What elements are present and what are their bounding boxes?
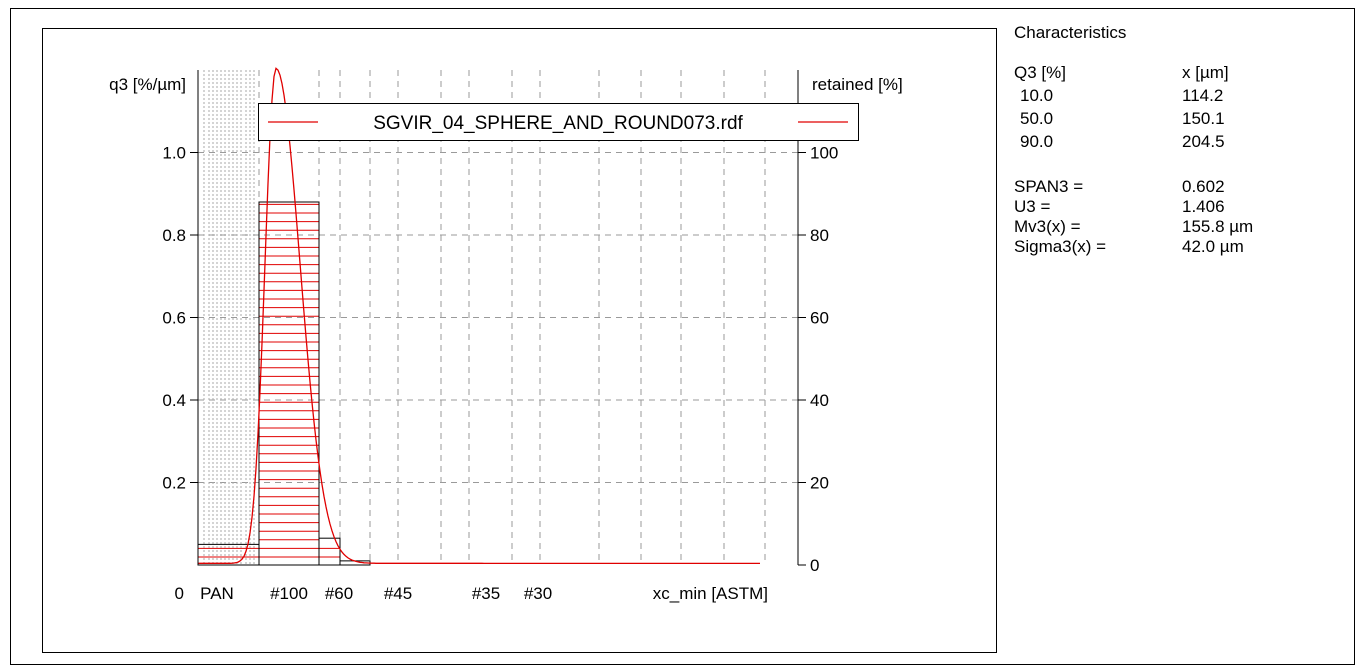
q3-value: 50.0	[1020, 109, 1054, 128]
x-tick-label: PAN	[200, 584, 234, 603]
y-tick-label: 0.4	[162, 391, 186, 410]
x-tick-label: #30	[524, 584, 552, 603]
stat-label: Sigma3(x) =	[1014, 237, 1107, 256]
x-value: 204.5	[1182, 132, 1225, 151]
stat-value: 0.602	[1182, 177, 1225, 196]
y2-axis-title: retained [%]	[812, 75, 903, 94]
y2-tick-label: 0	[810, 556, 819, 575]
q3-value: 90.0	[1020, 132, 1054, 151]
stat-label: SPAN3 =	[1014, 177, 1084, 196]
legend-box	[258, 103, 859, 141]
stat-value: 42.0 µm	[1182, 237, 1244, 256]
y2-tick-label: 100	[810, 144, 838, 163]
x-column-header: x [µm]	[1182, 63, 1229, 82]
y-tick-label: 0.6	[162, 309, 186, 328]
q3-value: 10.0	[1020, 86, 1054, 105]
x-tick-label: #35	[472, 584, 500, 603]
x-value: 114.2	[1182, 86, 1224, 105]
y-tick-label: 0.2	[162, 474, 186, 493]
density-curve	[198, 67, 760, 565]
y-axis-title: q3 [%/µm]	[109, 75, 186, 94]
histogram-bar	[318, 537, 341, 566]
y-tick-label: 0.8	[162, 226, 186, 245]
stat-value: 155.8 µm	[1182, 217, 1254, 236]
y-zero-label: 0	[175, 584, 184, 603]
x-tick-label: #60	[325, 584, 353, 603]
chart-panel-border	[42, 28, 997, 653]
y-tick-label: 1.0	[162, 144, 186, 163]
x-axis-title: xc_min [ASTM]	[653, 584, 768, 603]
stat-label: Mv3(x) =	[1014, 217, 1081, 236]
y2-tick-label: 60	[810, 309, 829, 328]
stat-label: U3 =	[1014, 197, 1051, 216]
legend-label: SGVIR_04_SPHERE_AND_ROUND073.rdf	[373, 113, 743, 134]
characteristics-title: Characteristics	[1014, 23, 1127, 42]
y2-tick-label: 40	[810, 391, 829, 410]
histogram-bar	[258, 201, 320, 566]
distribution-chart: 0.2 0.4 0.6 0.8 1.0 0 20 40 60 80 100 q3 [%/µm] reta…	[109, 67, 903, 603]
stat-value: 1.406	[1182, 197, 1225, 216]
x-value: 150.1	[1182, 109, 1225, 128]
y2-tick-label: 80	[810, 226, 829, 245]
y2-tick-label: 20	[810, 474, 829, 493]
x-tick-label: #45	[384, 584, 412, 603]
x-tick-label: #100	[270, 584, 308, 603]
outer-border	[10, 8, 1355, 665]
q3-column-header: Q3 [%]	[1014, 63, 1066, 82]
